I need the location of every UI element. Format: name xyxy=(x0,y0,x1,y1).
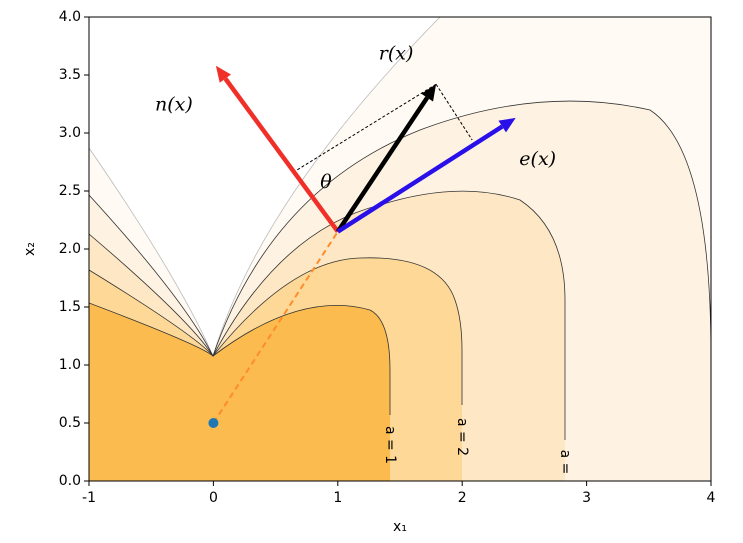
vector-label: r(x) xyxy=(379,42,414,64)
y-tick-label: 2.5 xyxy=(59,183,81,199)
vector-head xyxy=(215,65,232,83)
contour-label: a = 2 xyxy=(454,418,470,456)
angle-label: θ xyxy=(320,171,332,193)
vector-shaft xyxy=(336,124,504,234)
x-tick-label: 2 xyxy=(458,490,467,506)
x-tick-label: 3 xyxy=(582,490,591,506)
y-tick-label: 0.0 xyxy=(59,473,81,489)
projection-line xyxy=(292,83,437,173)
y-tick-label: 1.5 xyxy=(59,299,81,315)
y-tick-label: 3.0 xyxy=(59,125,81,141)
vector-label: e(x) xyxy=(519,148,556,170)
contour-line xyxy=(89,17,441,358)
y-tick-label: 1.0 xyxy=(59,357,81,373)
vector-shaft xyxy=(335,96,430,233)
contour-line xyxy=(89,190,566,440)
x-tick-label: 1 xyxy=(333,490,342,506)
contour-fill xyxy=(89,303,390,481)
x-tick-label: -1 xyxy=(82,490,96,506)
dashed-link xyxy=(212,231,339,424)
contour-label: a = xyxy=(557,450,573,475)
x-axis-label: x₁ xyxy=(393,519,407,535)
vector-label: n(x) xyxy=(155,94,193,116)
x-tick-label: 4 xyxy=(707,490,716,506)
vector-head xyxy=(421,84,437,102)
y-tick-label: 4.0 xyxy=(59,9,81,25)
y-axis-label: x₂ xyxy=(22,242,38,256)
contours xyxy=(89,17,711,481)
contour-line xyxy=(89,302,391,415)
contour-label: a = 1 xyxy=(382,426,398,464)
contour-line xyxy=(89,100,711,358)
y-tick-label: 2.0 xyxy=(59,241,81,257)
vector-head xyxy=(498,117,516,133)
point xyxy=(208,418,219,428)
y-tick-label: 3.5 xyxy=(59,67,81,83)
contour-line xyxy=(89,257,463,405)
vector-shaft xyxy=(223,77,340,233)
x-tick-label: 0 xyxy=(209,490,218,506)
projection-line xyxy=(435,84,473,141)
y-tick-label: 0.5 xyxy=(59,415,81,431)
